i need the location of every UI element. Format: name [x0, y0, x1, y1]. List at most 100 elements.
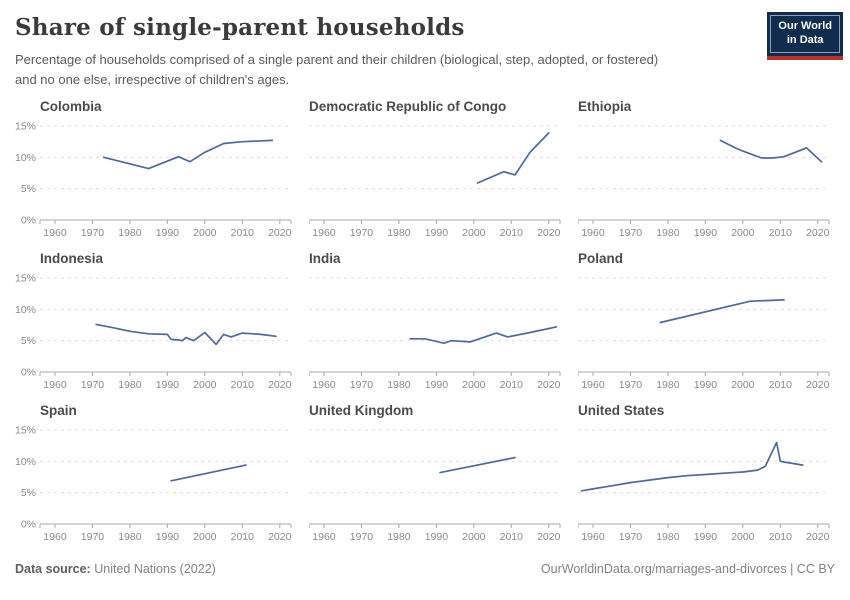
svg-text:5%: 5%: [21, 183, 36, 195]
line-chart: 1960 1970 1980 1990 2000 2010 2020 0% 5% 10% 15%: [15, 425, 292, 544]
chart-united-states: United States 1960 1970 1980 1990 2000 2010 20…: [578, 403, 830, 548]
svg-text:2020: 2020: [537, 379, 561, 391]
chart-title: Colombia: [40, 99, 102, 114]
svg-text:1970: 1970: [350, 227, 374, 239]
chart-poland: Poland 1960 1970 1980 1990 2000 2010 2020: [578, 251, 830, 396]
chart-title: United States: [578, 403, 665, 418]
svg-text:1990: 1990: [425, 379, 449, 391]
svg-text:2010: 2010: [231, 227, 255, 239]
small-multiples-grid: Colombia 1960 1970 1980 1990 2000 2010 2020 0% 5…: [15, 99, 850, 548]
svg-text:15%: 15%: [15, 273, 36, 285]
chart-title: Democratic Republic of Congo: [309, 99, 507, 114]
svg-text:1960: 1960: [43, 531, 67, 543]
svg-text:1970: 1970: [81, 531, 105, 543]
svg-text:1970: 1970: [81, 227, 105, 239]
owid-logo-text: Our World in Data: [770, 15, 840, 53]
data-source-label: Data source:: [15, 562, 91, 576]
chart-footer: Data source: United Nations (2022) OurWo…: [15, 562, 835, 576]
svg-text:1980: 1980: [656, 227, 680, 239]
svg-text:1970: 1970: [350, 379, 374, 391]
svg-text:1990: 1990: [156, 531, 180, 543]
svg-text:2000: 2000: [731, 531, 755, 543]
data-source-value: United Nations (2022): [94, 562, 216, 576]
svg-text:2010: 2010: [769, 531, 793, 543]
svg-text:1970: 1970: [619, 227, 643, 239]
page-subtitle: Percentage of households comprised of a …: [15, 52, 659, 87]
svg-text:1960: 1960: [581, 531, 605, 543]
svg-text:15%: 15%: [15, 425, 36, 437]
line-chart: 1960 1970 1980 1990 2000 2010 2020: [578, 125, 830, 239]
svg-text:1970: 1970: [81, 379, 105, 391]
chart-colombia: Colombia 1960 1970 1980 1990 2000 2010 2020 0% 5…: [15, 99, 292, 244]
chart-indonesia: Indonesia 1960 1970 1980 1990 2000 2010 2020 0%…: [15, 251, 292, 396]
svg-text:2020: 2020: [537, 227, 561, 239]
chart-title: United Kingdom: [309, 403, 414, 418]
svg-text:1960: 1960: [312, 227, 336, 239]
credit-line: OurWorldinData.org/marriages-and-divorce…: [540, 562, 835, 576]
svg-text:1960: 1960: [581, 379, 605, 391]
svg-text:1980: 1980: [118, 227, 142, 239]
svg-text:2010: 2010: [500, 531, 524, 543]
svg-text:2010: 2010: [231, 379, 255, 391]
svg-text:1970: 1970: [619, 379, 643, 391]
svg-text:2000: 2000: [731, 227, 755, 239]
svg-text:2020: 2020: [806, 531, 830, 543]
svg-text:2010: 2010: [500, 379, 524, 391]
svg-text:1960: 1960: [43, 379, 67, 391]
svg-text:1980: 1980: [118, 531, 142, 543]
svg-text:1990: 1990: [694, 227, 718, 239]
svg-text:0%: 0%: [21, 367, 36, 379]
chart-title: India: [309, 251, 341, 266]
chart-header: Share of single-parent households Percen…: [0, 0, 850, 89]
chart-title: Poland: [578, 251, 624, 266]
owid-logo-line1: Our World: [778, 20, 832, 32]
svg-text:1990: 1990: [156, 379, 180, 391]
chart-drc: Democratic Republic of Congo 1960 1970 198…: [309, 99, 561, 244]
line-chart: 1960 1970 1980 1990 2000 2010 2020 0% 5% 10% 15%: [15, 121, 292, 240]
owid-logo-line2: in Data: [786, 34, 824, 47]
svg-text:1960: 1960: [581, 227, 605, 239]
svg-text:1980: 1980: [387, 227, 411, 239]
chart-ethiopia: Ethiopia 1960 1970 1980 1990 2000 2010 2020: [578, 99, 830, 244]
svg-text:10%: 10%: [15, 304, 36, 316]
svg-text:2010: 2010: [769, 379, 793, 391]
svg-text:1960: 1960: [312, 379, 336, 391]
page-title: Share of single-parent households: [15, 14, 465, 41]
svg-text:1980: 1980: [118, 379, 142, 391]
line-chart: 1960 1970 1980 1990 2000 2010 2020: [309, 429, 561, 543]
chart-spain: Spain 1960 1970 1980 1990 2000 2010 2020 0% 5% 10…: [15, 403, 292, 548]
chart-title: Spain: [40, 403, 77, 418]
svg-text:2010: 2010: [231, 531, 255, 543]
svg-text:1980: 1980: [387, 531, 411, 543]
svg-text:0%: 0%: [21, 215, 36, 227]
svg-text:2020: 2020: [806, 227, 830, 239]
svg-text:2020: 2020: [268, 531, 292, 543]
svg-text:1960: 1960: [43, 227, 67, 239]
svg-text:1990: 1990: [156, 227, 180, 239]
svg-text:2000: 2000: [462, 379, 486, 391]
svg-text:1960: 1960: [312, 531, 336, 543]
svg-text:1990: 1990: [694, 531, 718, 543]
svg-text:1980: 1980: [656, 379, 680, 391]
svg-text:15%: 15%: [15, 121, 36, 133]
svg-text:2000: 2000: [193, 531, 217, 543]
chart-india: India 1960 1970 1980 1990 2000 2010 2020: [309, 251, 561, 396]
svg-text:2020: 2020: [806, 379, 830, 391]
svg-text:2020: 2020: [268, 379, 292, 391]
svg-text:2000: 2000: [462, 227, 486, 239]
svg-text:1990: 1990: [425, 227, 449, 239]
owid-logo: Our World in Data: [767, 12, 843, 60]
svg-text:1980: 1980: [387, 379, 411, 391]
svg-text:1990: 1990: [694, 379, 718, 391]
svg-text:10%: 10%: [15, 152, 36, 164]
line-chart: 1960 1970 1980 1990 2000 2010 2020: [309, 125, 561, 239]
svg-text:2010: 2010: [769, 227, 793, 239]
svg-text:10%: 10%: [15, 456, 36, 468]
line-chart: 1960 1970 1980 1990 2000 2010 2020: [578, 429, 830, 543]
data-source: Data source: United Nations (2022): [15, 562, 216, 576]
svg-text:2010: 2010: [500, 227, 524, 239]
svg-text:2000: 2000: [193, 227, 217, 239]
svg-text:5%: 5%: [21, 335, 36, 347]
svg-text:2000: 2000: [731, 379, 755, 391]
